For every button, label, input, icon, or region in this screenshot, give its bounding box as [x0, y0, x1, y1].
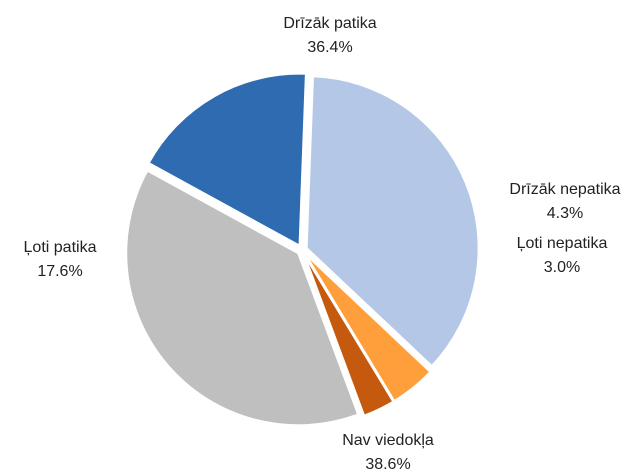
- pie-slice: [125, 169, 360, 427]
- slice-label: Drīzāk nepatika: [509, 181, 620, 198]
- slice-value-label: 36.4%: [307, 39, 352, 56]
- slice-value-label: 17.6%: [37, 263, 82, 280]
- pie-slice: [305, 75, 480, 368]
- slice-value-label: 3.0%: [544, 259, 580, 276]
- slice-value-label: 38.6%: [365, 456, 410, 473]
- slice-value-label: 4.3%: [547, 205, 583, 222]
- pie-slice: [147, 72, 307, 248]
- slice-label: Ļoti patika: [24, 239, 97, 256]
- slice-label: Nav viedokļa: [342, 432, 434, 449]
- slice-label: Ļoti nepatika: [517, 235, 608, 252]
- pie-slice: [303, 253, 395, 418]
- pie-slice: [304, 253, 432, 403]
- slice-label: Drīzāk patika: [283, 15, 376, 32]
